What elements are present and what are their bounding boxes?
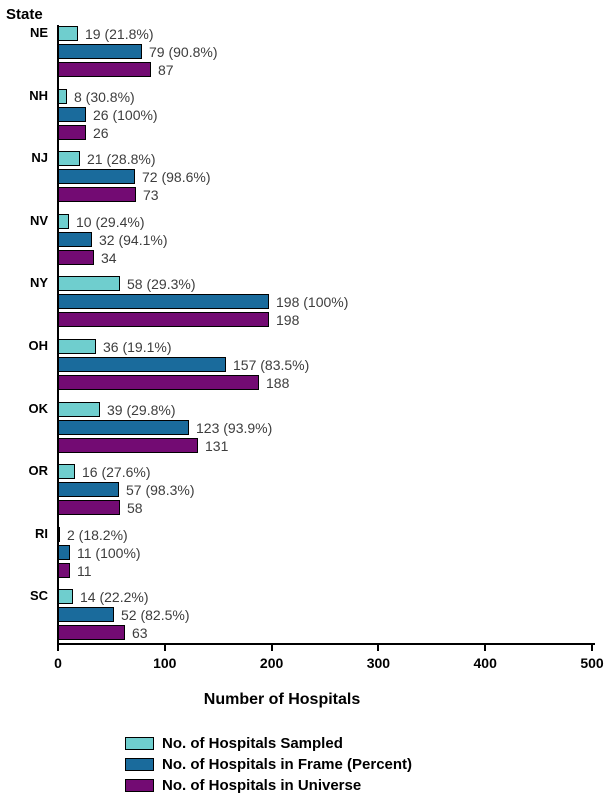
x-tick-label-200: 200 [259,655,284,671]
bar-value-label: 2 (18.2%) [67,526,128,543]
bar-value-label: 14 (22.2%) [80,589,149,606]
category-label-NH: NH [29,87,48,103]
bar-RI-series2 [58,544,70,560]
bar-value-label: 11 [77,562,92,579]
bar-value-label: 10 (29.4%) [76,213,145,230]
bar-OR-series1 [58,464,75,480]
y-axis-line [57,25,59,645]
category-label-SC: SC [29,588,48,604]
bar-value-label: 11 (100%) [77,544,141,561]
bar-SC-series3 [58,625,125,641]
bar-value-label: 79 (90.8%) [149,44,218,60]
bar-NH-series3 [58,124,86,140]
bar-NH-series1 [58,88,67,104]
bar-value-label: 72 (98.6%) [142,169,211,186]
bar-value-label: 39 (29.8%) [107,401,176,418]
bar-NE-series3 [58,62,151,77]
x-tick-mark-100 [163,644,166,651]
bar-OK-series1 [58,401,100,417]
legend-item-3: No. of Hospitals in Universe [125,778,412,793]
bar-value-label: 188 [266,375,290,391]
bar-value-label: 8 (30.8%) [74,88,135,105]
bar-value-label: 34 [101,249,117,266]
bar-NY-series1 [58,276,120,292]
bar-value-label: 198 (100%) [276,294,349,311]
bar-OH-series3 [58,375,259,390]
bar-value-label: 58 (29.3%) [127,276,196,293]
category-label-NY: NY [29,275,48,291]
bar-NY-series3 [58,312,269,328]
x-axis-title: Number of Hospitals [203,691,361,708]
category-label-NJ: NJ [31,150,48,166]
bar-value-label: 63 [132,625,148,642]
y-axis-title: State [6,6,43,23]
bar-OK-series2 [58,419,189,435]
bar-SC-series2 [58,607,114,623]
category-label-OH: OH [28,338,49,353]
category-label-NV: NV [29,212,48,228]
category-label-OR: OR [28,463,49,479]
bar-NJ-series2 [58,169,135,185]
bar-NV-series3 [58,249,94,265]
bar-value-label: 26 (100%) [93,106,158,123]
bar-value-label: 36 (19.1%) [103,339,172,355]
x-tick-label-400: 400 [473,655,497,671]
x-tick-label-300: 300 [366,655,391,671]
legend-swatch-1 [125,737,154,750]
bar-value-label: 131 [205,437,229,454]
bar-OH-series1 [58,339,96,354]
bar-NV-series2 [58,231,92,247]
bar-value-label: 19 (21.8%) [85,26,154,42]
legend-label-2: No. of Hospitals in Frame (Percent) [162,756,413,773]
bar-value-label: 21 (28.8%) [87,151,156,168]
bar-value-label: 123 (93.9%) [196,419,273,436]
bar-NY-series2 [58,294,269,310]
bar-SC-series1 [58,589,73,605]
bar-NE-series2 [58,44,142,59]
category-label-RI: RI [35,525,48,541]
bar-value-label: 87 [158,62,174,78]
bar-value-label: 32 (94.1%) [99,231,168,248]
x-axis-line [57,643,595,645]
bar-value-label: 16 (27.6%) [82,464,151,481]
bar-OR-series2 [58,482,119,498]
bar-OK-series3 [58,437,198,453]
x-tick-mark-0 [57,644,59,651]
x-tick-mark-200 [270,644,273,651]
category-label-OK: OK [28,400,49,416]
bar-OH-series2 [58,357,226,372]
bar-OR-series3 [58,500,120,516]
category-label-NE: NE [29,25,48,40]
legend-swatch-3 [125,779,154,792]
x-tick-mark-300 [377,644,380,651]
bar-value-label: 52 (82.5%) [121,607,190,624]
bar-NH-series2 [58,106,86,122]
bar-value-label: 58 [127,500,143,517]
x-tick-mark-500 [591,644,593,651]
bar-RI-series3 [58,562,70,578]
bar-RI-series1 [58,526,60,542]
bar-value-label: 198 [276,312,300,329]
bar-NJ-series1 [58,151,80,167]
bar-value-label: 57 (98.3%) [126,482,195,499]
x-tick-label-100: 100 [153,655,177,671]
bar-value-label: 26 [93,124,109,141]
legend-item-2: No. of Hospitals in Frame (Percent) [125,757,412,772]
legend: No. of Hospitals Sampled No. of Hospitals… [125,736,412,799]
legend-label-3: No. of Hospitals in Universe [162,777,362,794]
x-tick-label-0: 0 [54,655,62,671]
bar-NV-series1 [58,213,69,229]
bar-NE-series1 [58,26,78,41]
bar-NJ-series3 [58,187,136,203]
legend-swatch-2 [125,758,154,771]
x-tick-mark-400 [484,644,487,651]
bar-value-label: 157 (83.5%) [233,357,310,373]
legend-item-1: No. of Hospitals Sampled [125,736,412,751]
legend-label-1: No. of Hospitals Sampled [162,735,343,752]
x-tick-label-500: 500 [580,655,604,671]
bar-value-label: 73 [143,187,159,204]
